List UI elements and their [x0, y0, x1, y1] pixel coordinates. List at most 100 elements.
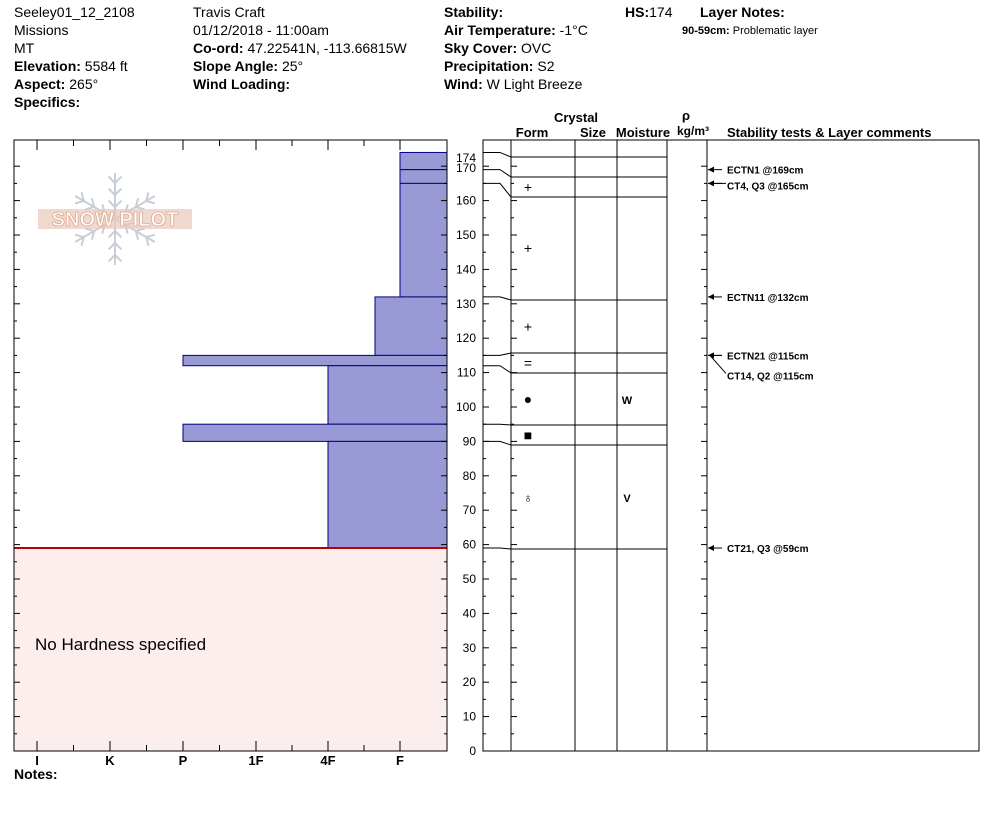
coord-value: 47.22541N, -113.66815W — [247, 40, 407, 56]
snowflake-branch — [107, 199, 116, 208]
snowflake-branch — [134, 230, 140, 240]
elevation-label: Elevation: — [14, 58, 81, 74]
pit-name: Seeley01_12_2108 — [14, 4, 135, 20]
crystal-form-symbol: + — [524, 240, 532, 256]
snowflake-branch — [74, 200, 85, 205]
snowflake-branch — [114, 242, 123, 251]
coord-row: Co-ord: 47.22541N, -113.66815W — [193, 39, 407, 57]
depth-connector — [483, 296, 512, 301]
snowflake-branch — [107, 175, 116, 184]
depth-connector — [483, 169, 512, 178]
snowflake-branch — [90, 230, 96, 240]
observer-name: Travis Craft — [193, 4, 265, 20]
depth-connector — [483, 352, 512, 356]
snowflake-branch — [135, 227, 145, 232]
no-hardness-region — [14, 548, 447, 751]
depth-connector — [483, 182, 512, 198]
depth-label: 160 — [456, 194, 476, 208]
snowflake-branch — [114, 187, 123, 196]
stability-test-label: ECTN11 @132cm — [727, 293, 809, 304]
depth-label: 170 — [456, 161, 476, 175]
aspect-value: 265° — [69, 76, 99, 92]
depth-label: 20 — [463, 675, 477, 689]
aspect-row: Aspect: 265° — [14, 75, 135, 93]
depth-connector — [483, 547, 512, 550]
layer-note-row: 90-59cm: Problematic layer — [682, 22, 818, 40]
coord-label: Co-ord: — [193, 40, 244, 56]
stability-test-arrowhead — [708, 166, 714, 173]
snowflake-branch — [107, 254, 116, 263]
depth-label: 60 — [463, 538, 477, 552]
hardness-layer-bar — [399, 182, 448, 298]
hardness-tick-label: 1F — [248, 753, 263, 768]
stability-test-label: CT4, Q3 @165cm — [727, 181, 809, 192]
aspect-label: Aspect: — [14, 76, 66, 92]
state-name: MT — [14, 40, 35, 56]
header-crystal: Crystal — [554, 110, 598, 125]
table-frame — [482, 139, 980, 752]
layer-note-range: 90-59cm: — [682, 25, 730, 37]
logo-banner — [38, 209, 192, 229]
crystal-form-symbol: = — [524, 355, 532, 371]
snowflake-branch — [74, 233, 85, 238]
header-form: Form — [516, 125, 549, 140]
sky-cover-label: Sky Cover: — [444, 40, 518, 56]
specifics-row: Specifics: — [14, 93, 135, 111]
depth-label: 10 — [463, 710, 477, 724]
air-temp-label: Air Temperature: — [444, 22, 556, 38]
depth-connectors — [483, 151, 512, 550]
sky-cover-row: Sky Cover: OVC — [444, 39, 588, 57]
crystal-form-symbol: + — [524, 179, 532, 195]
hardness-layer-bar — [327, 365, 448, 425]
stability-test-leader — [709, 355, 727, 374]
hardness-layer-bar — [182, 354, 448, 367]
wind-loading-row: Wind Loading: — [193, 75, 407, 93]
depth-label: 110 — [457, 366, 476, 380]
snowflake-branch — [114, 199, 123, 208]
stability-test-arrowhead — [708, 545, 714, 552]
wind-loading-label: Wind Loading: — [193, 76, 291, 92]
hardness-layer-bar — [374, 296, 448, 356]
layer-notes-title-row: Layer Notes: — [700, 3, 785, 21]
hardness-layer-bar — [327, 440, 448, 549]
hardness-tick-label: F — [396, 753, 404, 768]
hs-row: HS:174 — [625, 3, 672, 21]
depth-connector — [483, 423, 512, 426]
depth-label: 90 — [463, 434, 477, 448]
depth-connector — [483, 365, 512, 374]
crystal-symbols: + + + = ● W ■ ♁ V — [523, 179, 633, 505]
depth-label: 150 — [456, 228, 476, 242]
logo-text: SNOW PILOT — [52, 209, 179, 231]
stability-label: Stability: — [444, 4, 504, 20]
crystal-form-symbol: ♁ — [523, 490, 533, 505]
hardness-layer-bar — [182, 423, 448, 442]
depth-connector — [483, 151, 512, 158]
layer-notes-label: Layer Notes: — [700, 4, 785, 20]
hardness-plot: I K P 1F 4F F No Hardness specified — [13, 139, 448, 768]
hardness-layer-bar — [399, 151, 448, 171]
stability-tests: ECTN1 @169cm CT4, Q3 @165cm ECTN11 @132cm E… — [708, 166, 814, 555]
snowflake-branch — [80, 192, 85, 202]
depth-label: 140 — [456, 262, 476, 276]
layer-note-text: Problematic layer — [732, 25, 818, 37]
snowflake-branch — [107, 242, 116, 251]
elevation-row: Elevation: 5584 ft — [14, 57, 135, 75]
snowflake-branch — [85, 206, 95, 211]
snowflake-branch — [134, 198, 140, 208]
stability-test-label: CT14, Q2 @115cm — [727, 371, 814, 382]
snowflake-branch — [107, 230, 116, 239]
air-temp-row: Air Temperature: -1°C — [444, 21, 588, 39]
hardness-tick-label: I — [35, 753, 39, 768]
depth-label: 174 — [456, 151, 476, 165]
header-rho: ρ — [682, 108, 690, 123]
snowflake-branch — [90, 198, 96, 208]
precip-row: Precipitation: S2 — [444, 57, 588, 75]
crystal-form-symbol: ■ — [524, 427, 532, 443]
snowpilot-logo: SNOW PILOT — [38, 173, 192, 265]
depth-connector — [483, 440, 512, 446]
specifics-label: Specifics: — [14, 94, 81, 110]
notes-label: Notes: — [14, 766, 58, 782]
depth-label: 130 — [456, 297, 476, 311]
